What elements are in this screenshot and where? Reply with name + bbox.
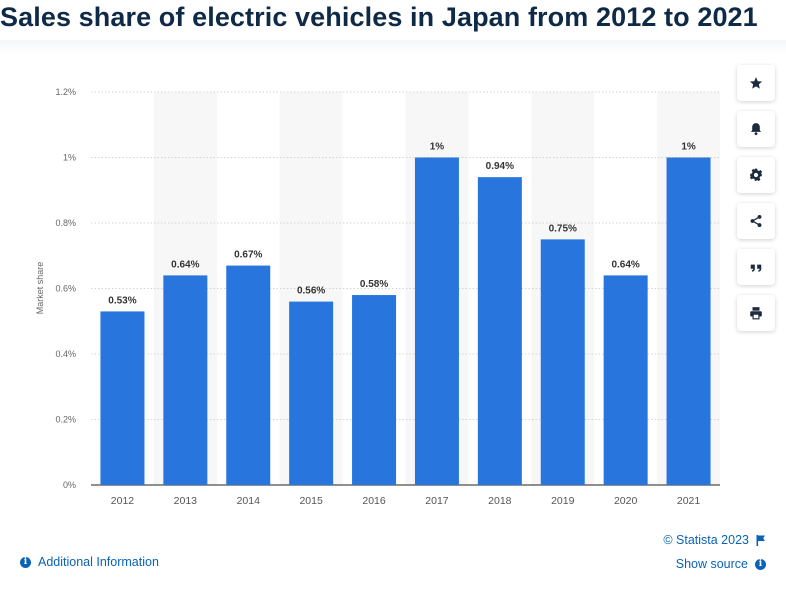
print-button[interactable] [737,295,775,331]
data-labels: 0.53% 0.64% 0.67% 0.56% 0.58% 1% 0.94% 0.75% 0.6… [108,142,696,307]
show-source-label: Show source [675,557,748,571]
copyright-text: © Statista 2023 [663,533,749,547]
bar-2020[interactable] [603,275,648,485]
bar-2018[interactable] [477,177,522,485]
y-tick-label: 0% [63,480,76,490]
x-tick-label: 2014 [237,495,261,507]
y-tick-label: 0.8% [55,218,76,228]
notification-button[interactable] [737,111,775,147]
bar-2012[interactable] [100,311,145,485]
x-tick-label: 2019 [551,495,575,507]
bar-2016[interactable] [352,295,397,485]
cite-button[interactable] [737,249,775,285]
star-icon [749,77,763,89]
y-tick-label: 0.4% [55,349,76,359]
data-label: 1% [681,142,696,153]
panel-top-shadow [0,40,786,54]
x-tick-label: 2016 [362,495,386,507]
print-icon [750,307,762,320]
additional-information-label: Additional Information [38,555,159,569]
x-axis-ticks: 2012 2013 2014 2015 2016 2017 2018 2019 2020 2021 [111,495,701,507]
data-label: 0.64% [611,259,639,270]
data-label: 0.53% [108,295,136,306]
bar-2021[interactable] [666,157,711,486]
settings-button[interactable] [737,157,775,193]
data-label: 0.56% [297,286,325,297]
y-tick-label: 0.2% [55,415,76,425]
y-axis-title: Market share [35,262,45,315]
additional-information-link[interactable]: i Additional Information [20,555,159,569]
bars [100,157,711,486]
bell-icon [751,123,761,136]
data-label: 0.67% [234,250,262,261]
y-tick-label: 0.6% [55,284,76,294]
data-label: 0.58% [360,279,388,290]
x-tick-label: 2013 [174,495,198,507]
x-tick-label: 2021 [677,495,701,507]
data-label: 1% [430,142,445,153]
y-tick-label: 1.2% [55,87,76,97]
x-tick-label: 2015 [299,495,323,507]
page-title: Sales share of electric vehicles in Japa… [0,2,758,32]
data-label: 0.75% [549,223,577,234]
y-tick-label: 1% [63,153,76,163]
x-tick-label: 2018 [488,495,512,507]
y-axis-ticks: 0% 0.2% 0.4% 0.6% 0.8% 1% 1.2% [55,87,76,490]
favorite-button[interactable] [737,65,775,101]
show-source-link[interactable]: Show source i [676,557,766,571]
data-label: 0.64% [171,259,199,270]
bar-2013[interactable] [163,275,208,485]
bar-2014[interactable] [226,265,271,485]
chart: 0%0.2%0.4%0.6%0.8%1%1.2% 2012 2013 2014 201… [35,87,720,507]
data-label: 0.94% [486,161,514,172]
info-icon: i [20,556,31,568]
share-icon [750,214,762,228]
x-tick-label: 2017 [425,495,449,507]
flag-icon [756,534,765,546]
bar-2017[interactable] [414,157,459,486]
quote-icon [750,264,762,272]
x-tick-label: 2012 [111,495,135,507]
info-icon: i [755,558,766,570]
bar-2015[interactable] [289,301,334,485]
bar-2019[interactable] [540,239,585,485]
share-button[interactable] [737,203,775,239]
x-tick-label: 2020 [614,495,638,507]
statista-copyright-link[interactable]: © Statista 2023 [663,533,766,547]
gear-icon [749,168,763,182]
